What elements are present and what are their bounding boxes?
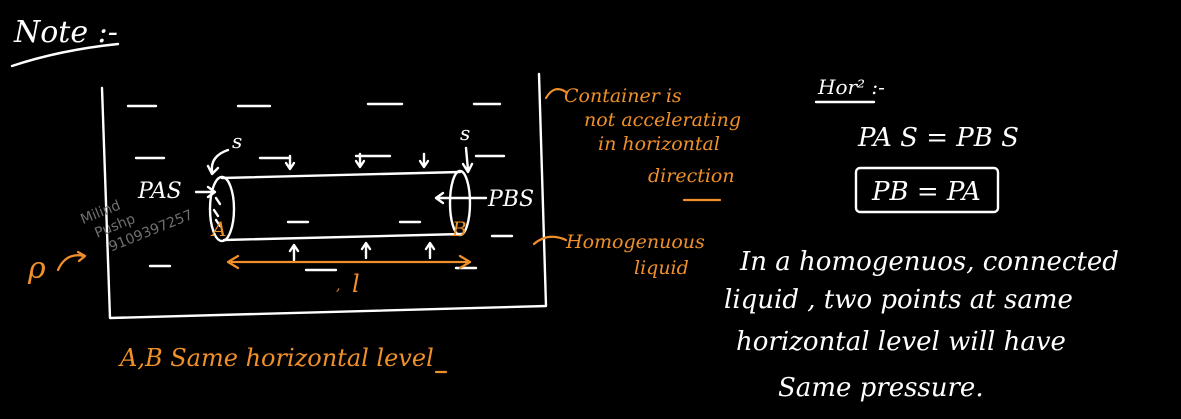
statement-line-3: horizontal level will have: [736, 327, 1066, 357]
area-left-pointer: [206, 148, 230, 176]
bottom-caption: A,B Same horizontal level: [118, 344, 434, 372]
force-right-label: PBS: [487, 187, 534, 212]
hor-heading: Hor² :-: [817, 75, 885, 99]
container-note-line-3: in horizontal: [598, 133, 720, 155]
liquid-note-line-1: Homogenuous: [565, 231, 705, 253]
container-note-line-1: Container is: [564, 85, 682, 107]
statement-line-4: Same pressure.: [778, 373, 984, 403]
container-outline: [100, 72, 548, 320]
liquid-note-pointer: [532, 235, 568, 246]
length-tick: ,: [336, 278, 340, 294]
cylinder: [208, 169, 472, 243]
statement-line-2: liquid , two points at same: [724, 285, 1073, 315]
container-note-line-2: not accelerating: [584, 109, 741, 131]
area-right-pointer: [461, 146, 474, 174]
note-title: Note :-: [13, 15, 118, 50]
force-right-arrow: [434, 191, 488, 205]
force-left-arrow: [194, 185, 217, 199]
liquid-dashes: [126, 102, 514, 272]
point-a-label: A: [210, 217, 226, 241]
liquid-density-symbol: ρ: [27, 251, 46, 286]
equation-2-box: [854, 166, 1000, 214]
force-left-label: PAS: [137, 179, 182, 204]
title-underline: [10, 42, 120, 68]
equation-2: PB = PA: [871, 177, 981, 207]
area-right-label: s: [460, 121, 470, 145]
length-arrow: [226, 254, 472, 270]
area-left-label: s: [232, 129, 242, 153]
cylinder-right-end: [448, 169, 472, 237]
equation-1: PA S = PB S: [857, 123, 1019, 153]
length-label: l: [352, 270, 360, 298]
side-force-arrows: [284, 152, 436, 262]
cylinder-left-end: [208, 175, 236, 243]
density-pointer: [56, 250, 87, 272]
liquid-note-line-2: liquid: [634, 257, 689, 279]
point-b-label: B: [451, 217, 467, 241]
container-note-pointer: [544, 87, 568, 100]
statement-line-1: In a homogenuos, connected: [739, 247, 1119, 277]
cylinder-body: [220, 170, 464, 242]
container-note-line-4: direction: [648, 165, 735, 187]
